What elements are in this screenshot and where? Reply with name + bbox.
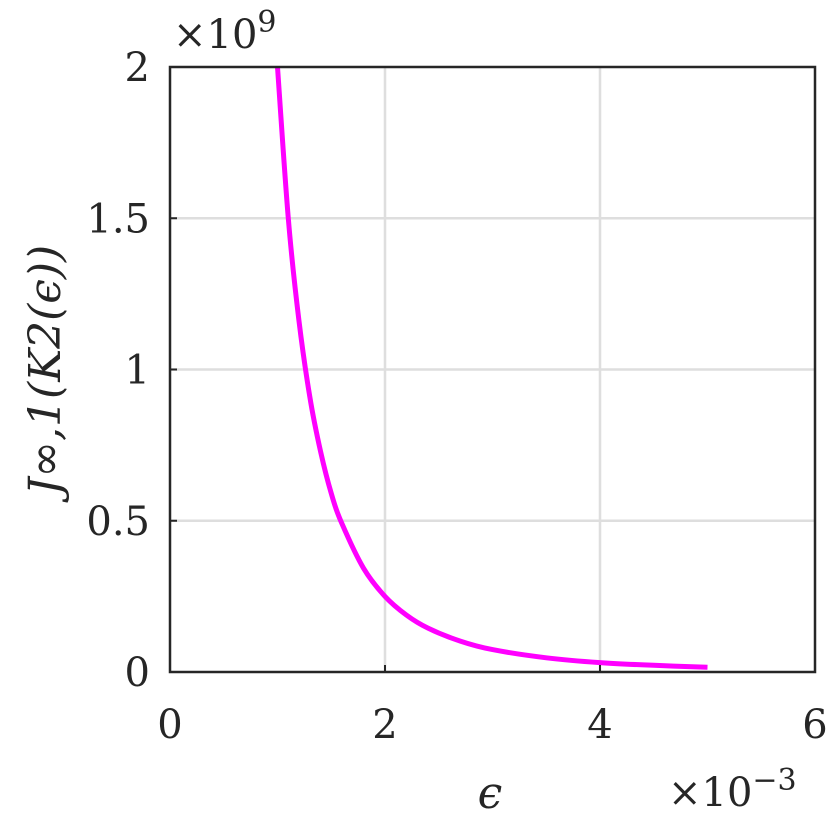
y-tick-label: 2	[125, 45, 150, 91]
x-tick-label: 4	[587, 702, 612, 748]
y-tick-label: 1.5	[86, 196, 150, 242]
y-exponent-base: ×10	[173, 12, 257, 58]
x-exponent-label: ×10−3	[668, 763, 797, 816]
y-axis-label: J∞,1(K2(ϵ))	[20, 245, 71, 503]
y-tick-label: 0.5	[86, 499, 150, 545]
y-exponent-power: 9	[257, 5, 276, 40]
x-exponent-base: ×10	[668, 770, 752, 816]
x-tick-label: 2	[372, 702, 397, 748]
x-axis-label: ϵ	[478, 768, 503, 816]
x-tick-label: 6	[802, 702, 827, 748]
series-line	[275, 66, 708, 670]
series-layer	[275, 66, 708, 670]
grid-lines	[170, 67, 815, 672]
x-tick-label: 0	[157, 702, 182, 748]
x-tick-labels: 0 2 4 6	[157, 665, 828, 748]
x-exponent-power: −3	[752, 763, 796, 798]
y-tick-label: 1	[125, 348, 150, 394]
y-tick-labels: 0 0.5 1 1.5 2	[86, 45, 177, 696]
y-tick-label: 0	[125, 650, 150, 696]
y-exponent-label: ×109	[173, 5, 277, 58]
